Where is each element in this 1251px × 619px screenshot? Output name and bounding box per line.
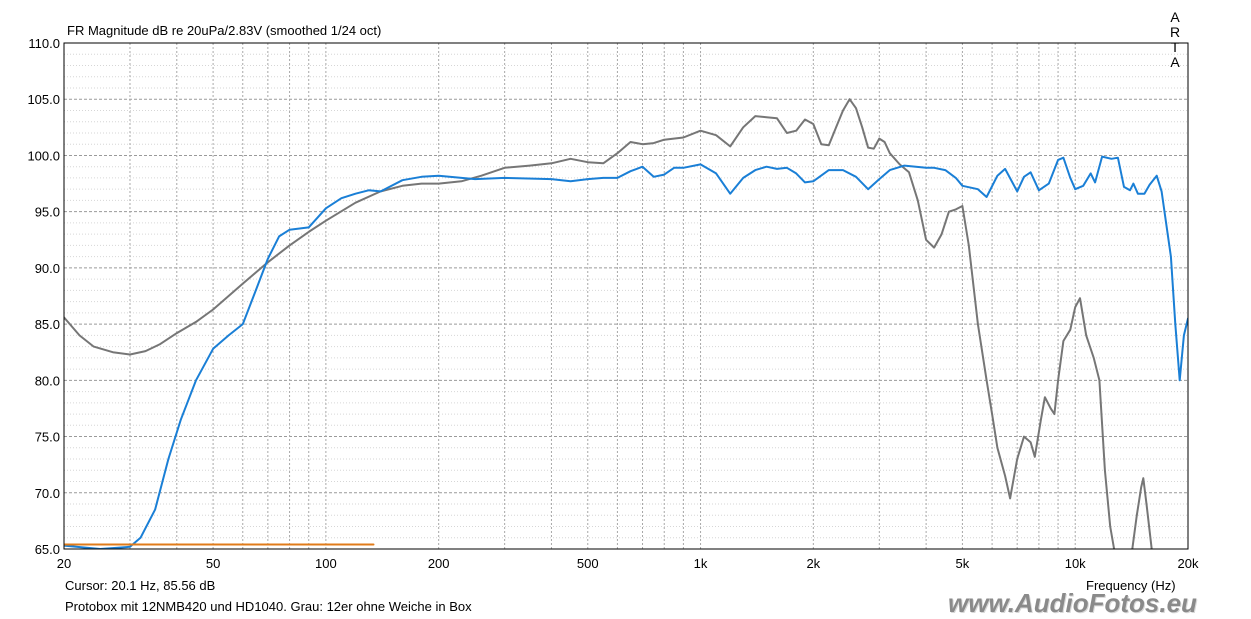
x-tick-label: 1k xyxy=(694,556,708,571)
y-tick-label: 90.0 xyxy=(35,261,60,276)
y-tick-label: 65.0 xyxy=(35,542,60,557)
x-tick-label: 20k xyxy=(1178,556,1199,571)
x-tick-label: 50 xyxy=(206,556,220,571)
grid xyxy=(64,43,1188,549)
x-tick-label: 20 xyxy=(57,556,71,571)
y-tick-labels: 65.0 70.0 75.0 80.0 85.0 90.0 95.0 100.0 105.0 11… xyxy=(27,36,60,557)
plot-frame xyxy=(63,42,1189,550)
y-tick-label: 105.0 xyxy=(27,92,60,107)
cursor-readout: Cursor: 20.1 Hz, 85.56 dB xyxy=(65,578,216,593)
x-tick-label: 500 xyxy=(577,556,599,571)
x-tick-label: 5k xyxy=(956,556,970,571)
arta-logo: ARTA xyxy=(1169,9,1181,70)
series-line-3 xyxy=(64,155,1188,549)
x-tick-label: 10k xyxy=(1065,556,1086,571)
series-line-2 xyxy=(1131,477,1153,549)
x-tick-label: 2k xyxy=(806,556,820,571)
y-tick-label: 70.0 xyxy=(35,486,60,501)
x-tick-label: 200 xyxy=(428,556,450,571)
y-tick-label: 75.0 xyxy=(35,430,60,445)
x-tick-labels: 20 50 100 200 500 1k 2k 5k 10k 20k xyxy=(57,556,1199,571)
x-tick-label: 100 xyxy=(315,556,337,571)
y-tick-label: 110.0 xyxy=(28,36,60,51)
series-line-1 xyxy=(64,98,1116,549)
x-axis-label: Frequency (Hz) xyxy=(1086,578,1176,593)
y-tick-label: 80.0 xyxy=(35,373,60,388)
y-tick-label: 95.0 xyxy=(35,205,60,220)
y-tick-label: 100.0 xyxy=(27,148,60,163)
watermark: www.AudioFotos.eu xyxy=(948,588,1197,618)
chart-title: FR Magnitude dB re 20uPa/2.83V (smoothed… xyxy=(67,23,382,38)
y-tick-label: 85.0 xyxy=(35,317,60,332)
series-layer xyxy=(64,98,1188,549)
caption: Protobox mit 12NMB420 und HD1040. Grau: … xyxy=(65,599,472,614)
